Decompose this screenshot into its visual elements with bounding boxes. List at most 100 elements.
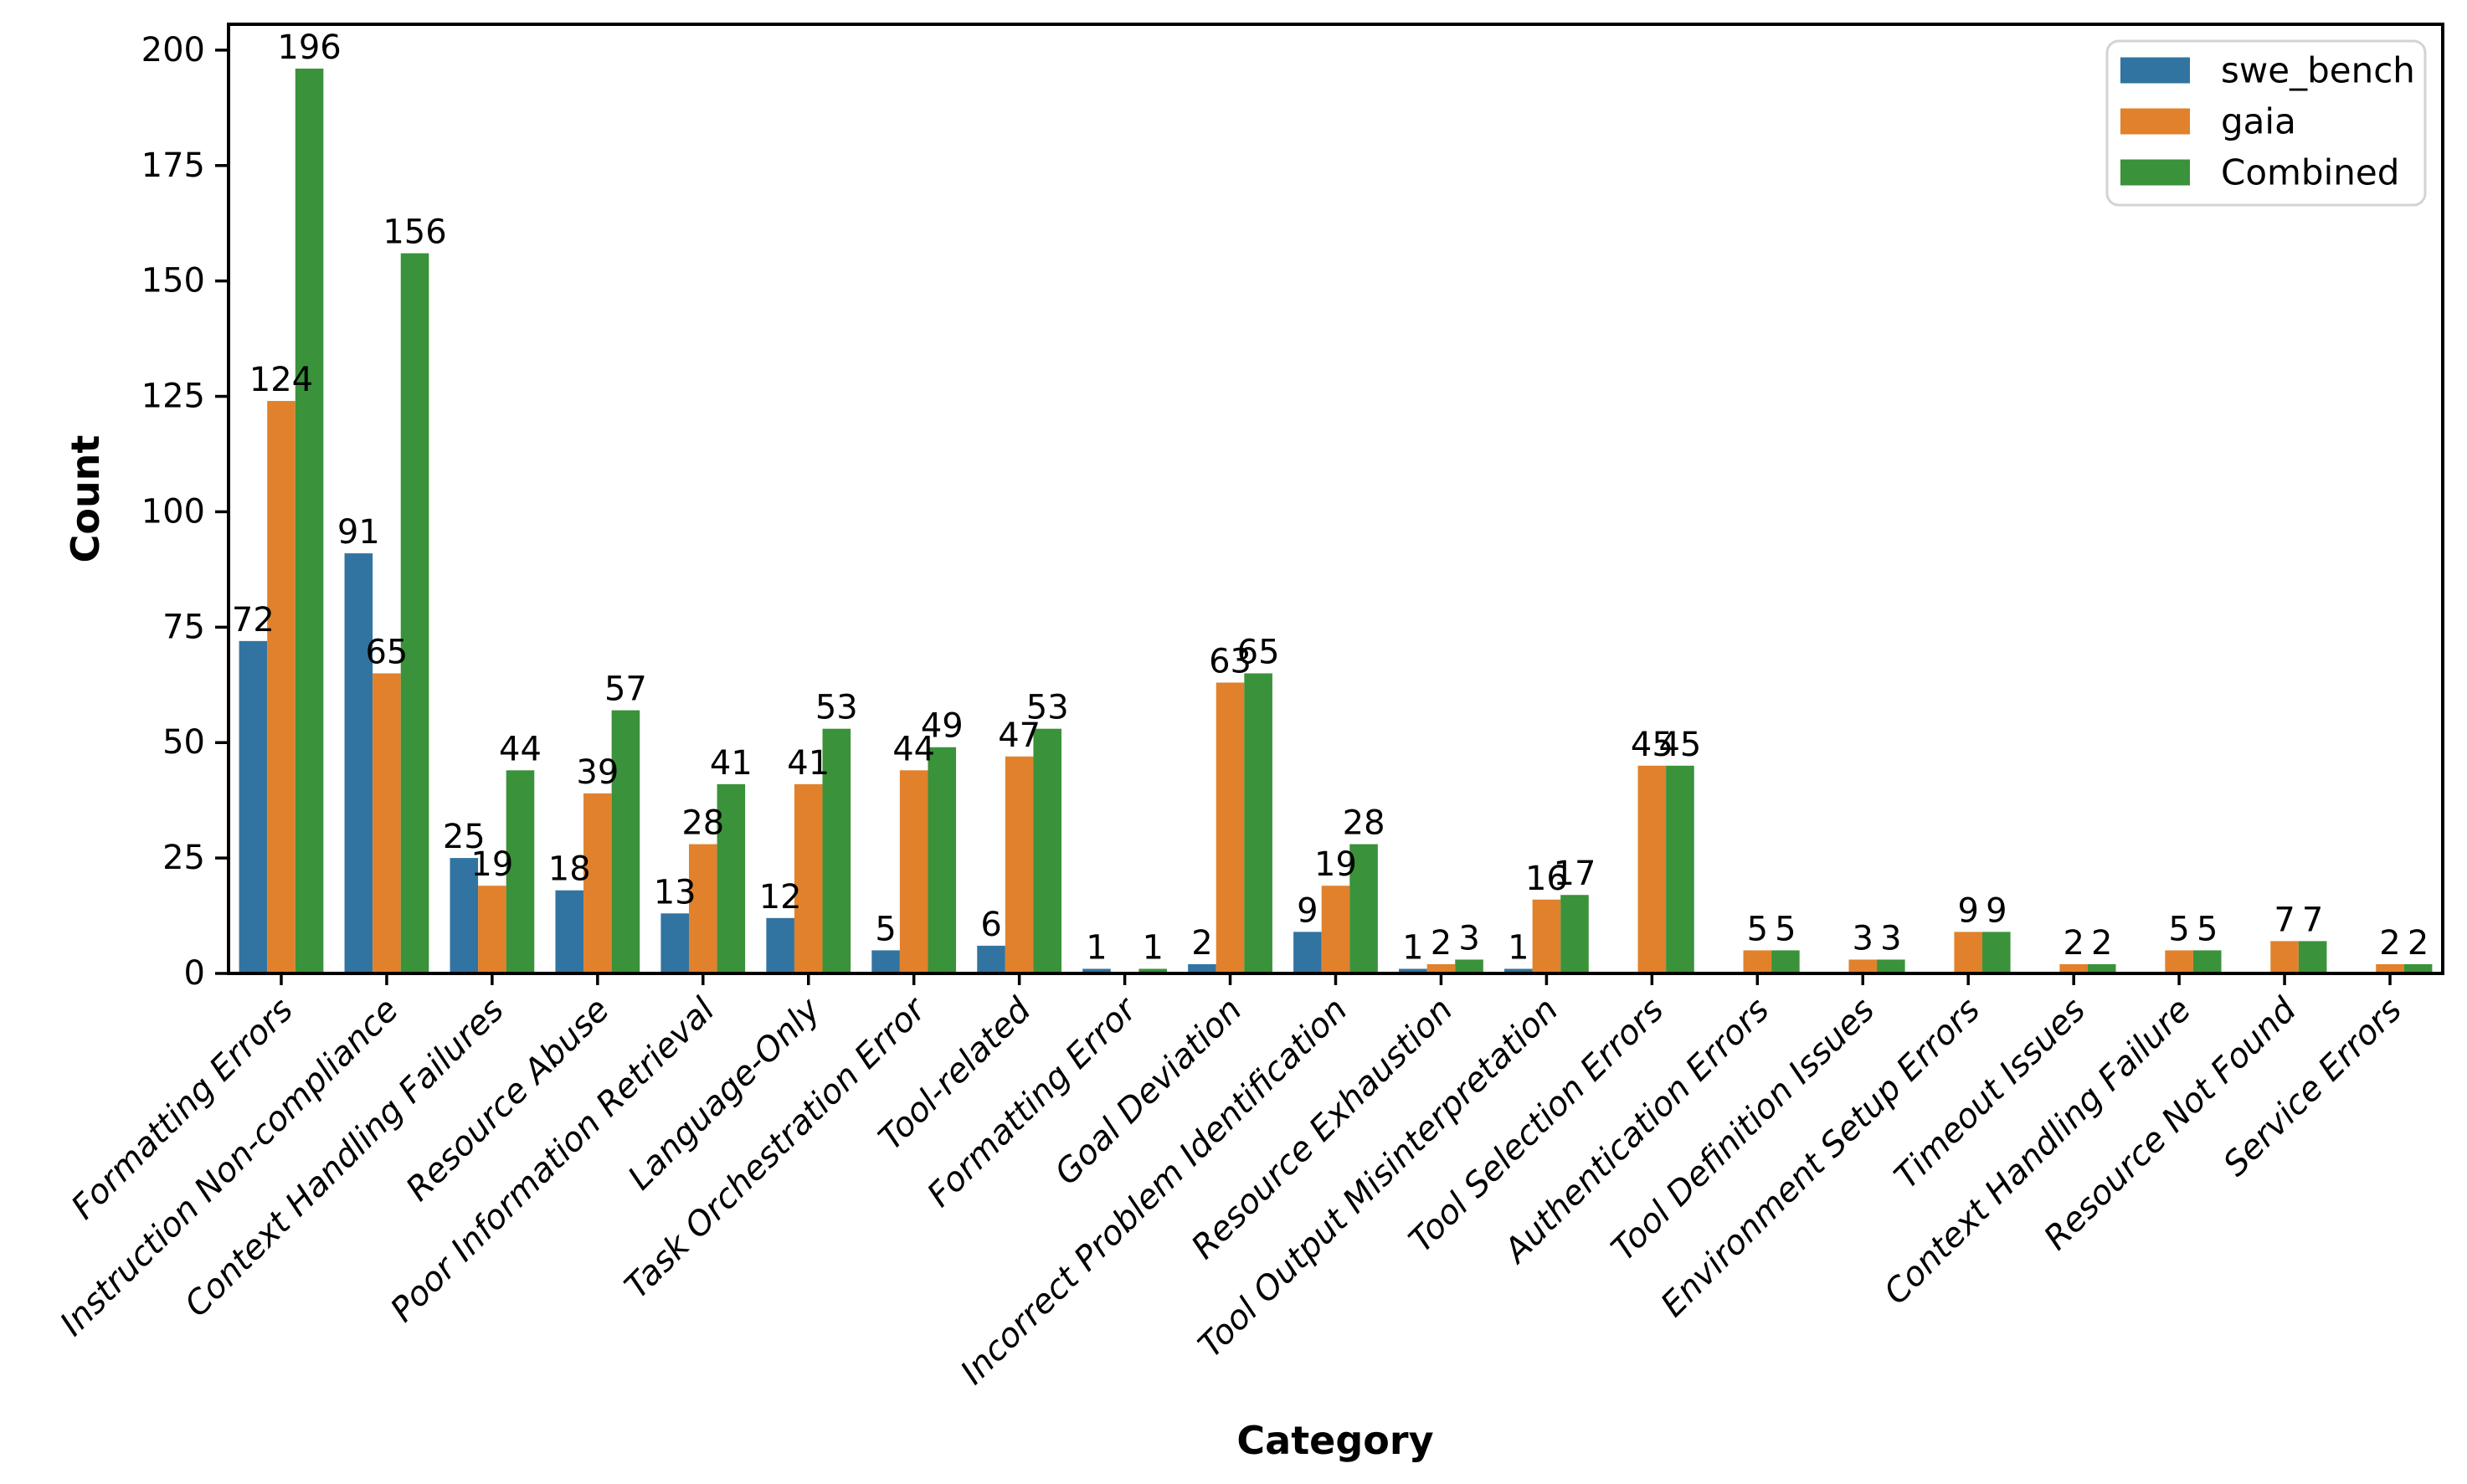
y-tick-label: 25 (162, 839, 205, 877)
bar (2376, 963, 2404, 973)
bar-value-label: 16 (1525, 860, 1568, 898)
bar (660, 913, 689, 973)
bar (1216, 682, 1245, 973)
bar-value-label: 44 (892, 730, 935, 768)
bar-value-label: 72 (232, 601, 275, 639)
bar-value-label: 45 (1658, 726, 1701, 764)
bar (1982, 932, 2011, 973)
bar (1082, 968, 1111, 973)
bar (871, 950, 900, 973)
bar (794, 783, 823, 973)
bar-value-label: 3 (1853, 919, 1873, 958)
bar (1954, 932, 1983, 973)
bar (2165, 950, 2193, 973)
bar (1321, 886, 1350, 973)
y-tick-label: 200 (141, 31, 205, 69)
bar (2270, 941, 2299, 973)
bar (239, 640, 268, 973)
bar (1426, 963, 1456, 973)
bar (1349, 844, 1378, 973)
bar-value-label: 2 (2408, 924, 2428, 963)
bar-value-label: 5 (2197, 910, 2218, 948)
x-tick-label: Language-Only (621, 990, 829, 1198)
bar-value-label: 2 (2063, 924, 2084, 963)
bar-value-label: 25 (443, 818, 486, 856)
bar-value-label: 9 (1957, 891, 1978, 930)
x-tick-label: Incorrect Problem Identification (953, 991, 1355, 1393)
bar-value-label: 3 (1458, 919, 1479, 958)
bar (1771, 950, 1800, 973)
bar-value-label: 2 (2091, 924, 2112, 963)
bar-value-label: 2 (2379, 924, 2400, 963)
legend-swatch-gaia (2120, 108, 2190, 135)
y-axis-title: Count (63, 435, 108, 563)
bar (344, 553, 373, 973)
bar-value-label: 9 (1986, 891, 2007, 930)
bar (1293, 932, 1322, 973)
bar (1877, 959, 1905, 973)
bar-value-label: 1 (1508, 928, 1529, 967)
bar-value-label: 196 (277, 28, 341, 67)
bar (295, 68, 324, 973)
x-tick-label: Resource Abuse (398, 991, 616, 1209)
y-tick-label: 100 (141, 492, 205, 531)
bar-value-label: 53 (1026, 689, 1069, 727)
bar (450, 858, 479, 973)
legend-swatch-swe_bench (2120, 57, 2190, 84)
bar (1399, 968, 1427, 973)
legend-swatch-Combined (2120, 159, 2190, 186)
bar-value-label: 7 (2274, 901, 2295, 939)
bar (1138, 968, 1167, 973)
bar (2403, 963, 2433, 973)
bar (2087, 963, 2116, 973)
bar (977, 945, 1005, 973)
y-tick-label: 75 (162, 608, 205, 646)
bar-value-label: 19 (470, 845, 513, 884)
bar (1005, 756, 1034, 973)
bar-value-label: 18 (548, 850, 591, 889)
bar-value-label: 5 (875, 910, 896, 948)
bar (1244, 673, 1272, 973)
bar (1504, 968, 1533, 973)
bar-value-label: 53 (815, 689, 858, 727)
bar-value-label: 13 (654, 873, 696, 911)
bar-value-label: 12 (759, 878, 802, 917)
bar-value-label: 156 (383, 213, 446, 252)
bar-value-label: 6 (980, 906, 1001, 944)
bar-value-label: 1 (1142, 928, 1163, 967)
legend-label-Combined: Combined (2221, 152, 2399, 193)
bar (1033, 728, 1062, 973)
bar (506, 770, 535, 973)
bar (1560, 895, 1589, 973)
bar (1743, 950, 1772, 973)
bar-value-label: 39 (576, 753, 619, 792)
bar (1188, 963, 1216, 973)
bar (373, 673, 401, 973)
bar (2298, 941, 2327, 973)
bar (1532, 899, 1561, 973)
bar (555, 890, 584, 973)
bar (1848, 959, 1878, 973)
bar (2192, 950, 2222, 973)
bar-value-label: 91 (337, 513, 380, 552)
bar (899, 770, 928, 973)
bar (1666, 765, 1694, 973)
bar-value-label: 2 (1191, 924, 1212, 963)
bar-value-label: 28 (681, 804, 724, 843)
bar-value-label: 1 (1086, 928, 1107, 967)
bar-value-label: 63 (1209, 643, 1251, 681)
legend-label-gaia: gaia (2221, 101, 2296, 142)
bar-value-label: 5 (1747, 910, 1768, 948)
bar-value-label: 2 (1431, 924, 1452, 963)
bar-value-label: 5 (1775, 910, 1796, 948)
bar (766, 917, 794, 973)
bars-layer (239, 68, 2433, 973)
bar (611, 710, 640, 973)
bar-value-label: 65 (365, 633, 408, 671)
bar-value-label: 45 (1631, 726, 1673, 764)
bar (267, 401, 296, 973)
